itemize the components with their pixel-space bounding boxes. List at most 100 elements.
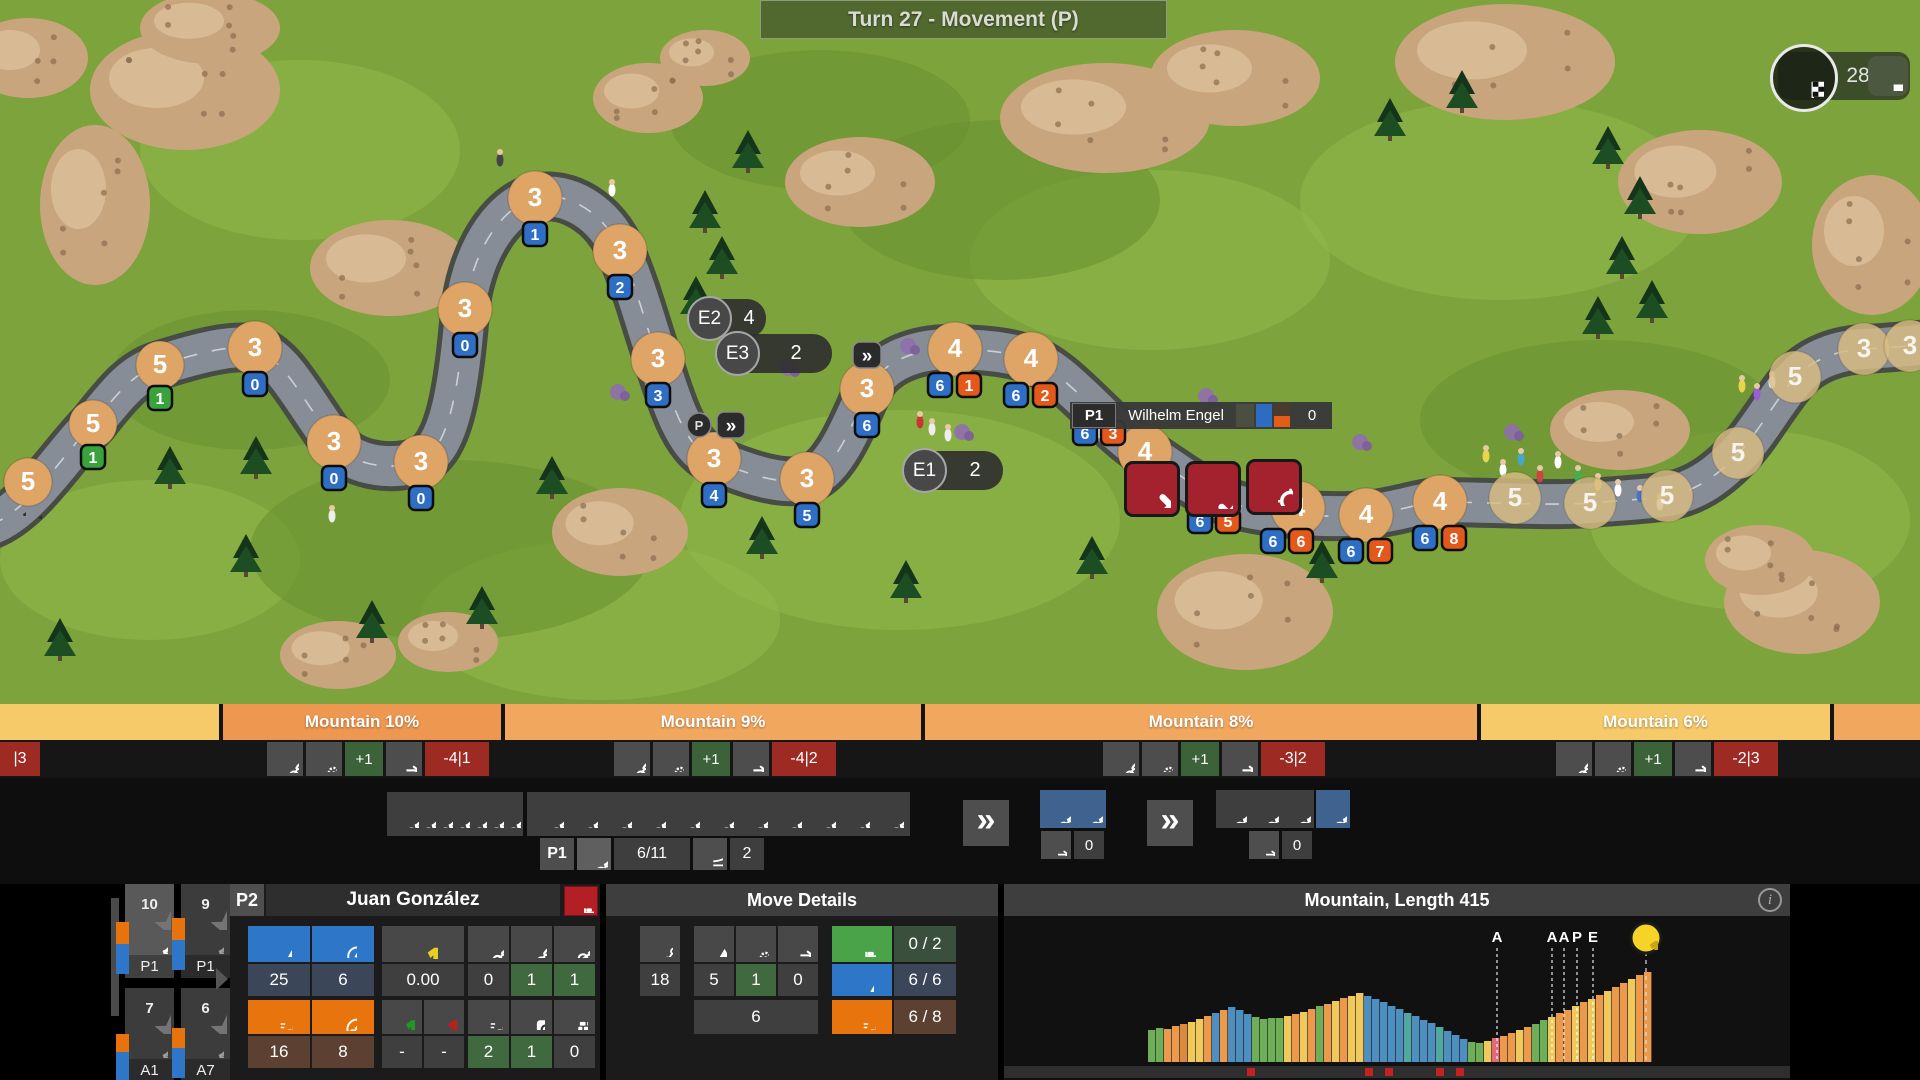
route-spot[interactable]: 31	[507, 170, 563, 248]
tree	[536, 456, 568, 499]
route-spot[interactable]: 3	[1837, 322, 1891, 376]
profile-bar	[1180, 1024, 1188, 1062]
inspect-button[interactable]	[1246, 459, 1302, 515]
route-spot[interactable]: 5	[1711, 426, 1765, 480]
tooltip-e3-id: E3	[715, 331, 760, 376]
svg-text:»: »	[726, 416, 737, 437]
selected-rider-icon[interactable]	[577, 838, 611, 870]
next-turn-button[interactable]	[1868, 56, 1908, 96]
segment-banner[interactable]: Mountain 6%	[1481, 704, 1830, 740]
energy-icon-cell	[832, 964, 892, 996]
bike-icon	[840, 800, 870, 828]
terrain-map[interactable]: 5515130303030313233343536461462444674685…	[0, 0, 1920, 704]
route-spot[interactable]: 34	[686, 431, 742, 509]
gap-chevrons[interactable]: »	[963, 800, 1009, 846]
rider-group-selected[interactable]	[1040, 790, 1106, 828]
gap-chevrons[interactable]: »	[1147, 800, 1193, 846]
route-spot[interactable]: 46 7	[1337, 487, 1394, 565]
spot-badge: 0	[320, 464, 348, 492]
downhill-icon-cell	[554, 926, 595, 962]
route-spot[interactable]: 5	[1563, 476, 1617, 530]
panel-divider	[111, 898, 119, 1016]
skip-badge[interactable]: »	[716, 411, 746, 439]
info-button[interactable]: i	[1758, 888, 1782, 912]
grass-patch	[250, 460, 650, 640]
rock-patch	[0, 18, 88, 98]
rest-button[interactable]	[564, 886, 598, 916]
stat-value: 0	[468, 964, 509, 996]
profile-bar	[1468, 1042, 1476, 1062]
route-spot[interactable]: 51	[135, 340, 185, 412]
route-spot[interactable]: 5	[3, 457, 53, 507]
energy-recovery-icon-cell	[312, 926, 374, 962]
route-spot[interactable]: 51	[68, 399, 118, 471]
tree	[1606, 236, 1638, 279]
route-spot[interactable]: 5	[1768, 350, 1822, 404]
rider-tooltip-name: Wilhelm Engel	[1128, 407, 1224, 424]
profile-bar	[1508, 1033, 1516, 1062]
rider-group[interactable]	[1216, 790, 1314, 828]
tooltip-e2-value: 4	[743, 307, 755, 329]
stat-value: 1	[511, 964, 552, 996]
route-spot[interactable]: 32	[592, 223, 648, 301]
stat-value: 25	[248, 964, 310, 996]
segment-banner[interactable]: Mountain 8%	[925, 704, 1477, 740]
finish-flag-icon	[1770, 44, 1838, 112]
svg-text:5: 5	[1731, 437, 1745, 467]
route-spot[interactable]: 5	[1640, 469, 1694, 523]
segment-penalty: |3	[0, 742, 40, 776]
energy-token	[172, 1048, 185, 1078]
profile-scrubber[interactable]	[1004, 1066, 1790, 1078]
svg-text:1: 1	[965, 378, 974, 395]
wind-icon	[733, 742, 769, 776]
profile-marker: P	[1572, 929, 1582, 946]
route-spot[interactable]: 46 2	[1002, 331, 1059, 409]
profile-bar	[1228, 1007, 1236, 1062]
route-icon-cell	[640, 926, 680, 962]
route-spot[interactable]: 46 1	[926, 321, 983, 399]
confirm-button[interactable]	[1185, 461, 1241, 517]
route-spot[interactable]: 30	[306, 414, 362, 492]
route-spot[interactable]: 30	[227, 320, 283, 398]
segment-banner[interactable]	[1834, 704, 1920, 740]
profile-bar	[1348, 996, 1356, 1062]
route-spot[interactable]: 3	[1883, 319, 1920, 373]
segment-banner[interactable]	[0, 704, 219, 740]
bike-icon	[1043, 795, 1071, 823]
tree	[1306, 540, 1338, 583]
route-spot[interactable]: 30	[437, 281, 493, 359]
rock-patch	[310, 220, 470, 316]
route-spot[interactable]: 46 8	[1411, 474, 1468, 552]
tree	[1592, 126, 1624, 169]
profile-bar	[1428, 1023, 1436, 1062]
route-spot[interactable]: 5	[1488, 471, 1542, 525]
route-spot[interactable]: 35	[779, 451, 835, 529]
rider-group-selected[interactable]	[1316, 790, 1350, 828]
modifier-value: 1	[736, 964, 776, 996]
rider-card[interactable]: 7 A1	[116, 988, 174, 1080]
turn-banner: Turn 27 - Movement (P)	[760, 0, 1167, 39]
grass-patch	[0, 480, 300, 640]
energy-value: 6 / 6	[894, 964, 956, 996]
rider-card[interactable]: 9 P1	[172, 884, 230, 978]
cancel-button[interactable]	[1124, 461, 1180, 517]
rider-card[interactable]: 10 P1	[116, 884, 174, 978]
wind-icon	[1249, 831, 1279, 859]
segment-banner[interactable]: Mountain 10%	[223, 704, 501, 740]
spot-badge: 0	[451, 331, 479, 359]
bike-icon	[874, 800, 904, 828]
segment-banner[interactable]: Mountain 9%	[505, 704, 921, 740]
rider-line-group[interactable]	[527, 792, 910, 836]
route-spot[interactable]: 30	[393, 434, 449, 512]
peloton-group[interactable]	[387, 792, 523, 836]
rock-patch	[140, 0, 280, 64]
segment-penalty: -4|2	[772, 742, 836, 776]
svg-text:5: 5	[803, 508, 812, 525]
bike-icon	[188, 1026, 224, 1058]
route-spot[interactable]: 33	[630, 331, 686, 409]
spot-badge: 6	[926, 371, 954, 399]
rider-card[interactable]: 6 A7	[172, 988, 230, 1080]
svg-text:0: 0	[417, 491, 426, 508]
skip-badge[interactable]: »	[852, 341, 882, 369]
